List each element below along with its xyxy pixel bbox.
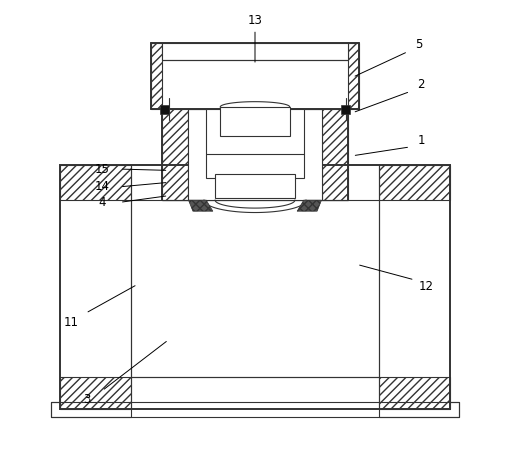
Bar bbox=[206, 109, 303, 178]
Bar bbox=[341, 105, 350, 114]
Polygon shape bbox=[348, 43, 358, 109]
Text: 1: 1 bbox=[417, 134, 424, 147]
Text: 13: 13 bbox=[247, 14, 262, 27]
Polygon shape bbox=[60, 378, 131, 409]
Bar bbox=[219, 107, 290, 136]
Text: 2: 2 bbox=[417, 78, 424, 91]
Text: 14: 14 bbox=[94, 180, 109, 194]
Polygon shape bbox=[151, 43, 161, 109]
Polygon shape bbox=[378, 402, 458, 418]
Text: 11: 11 bbox=[63, 316, 78, 329]
Bar bbox=[60, 165, 449, 409]
Polygon shape bbox=[51, 402, 131, 418]
Polygon shape bbox=[60, 165, 131, 200]
Polygon shape bbox=[297, 200, 321, 211]
Text: 5: 5 bbox=[414, 39, 422, 51]
Text: 4: 4 bbox=[98, 196, 105, 209]
Polygon shape bbox=[378, 378, 449, 409]
Bar bbox=[159, 105, 168, 114]
Text: 12: 12 bbox=[417, 280, 432, 293]
Bar bbox=[215, 173, 294, 198]
Bar bbox=[188, 109, 321, 200]
Polygon shape bbox=[161, 109, 188, 200]
Text: 3: 3 bbox=[82, 393, 90, 406]
Text: 15: 15 bbox=[94, 163, 109, 176]
Polygon shape bbox=[188, 200, 212, 211]
Bar bbox=[161, 43, 348, 61]
Polygon shape bbox=[378, 165, 449, 200]
Bar bbox=[131, 200, 378, 378]
Polygon shape bbox=[321, 109, 348, 200]
